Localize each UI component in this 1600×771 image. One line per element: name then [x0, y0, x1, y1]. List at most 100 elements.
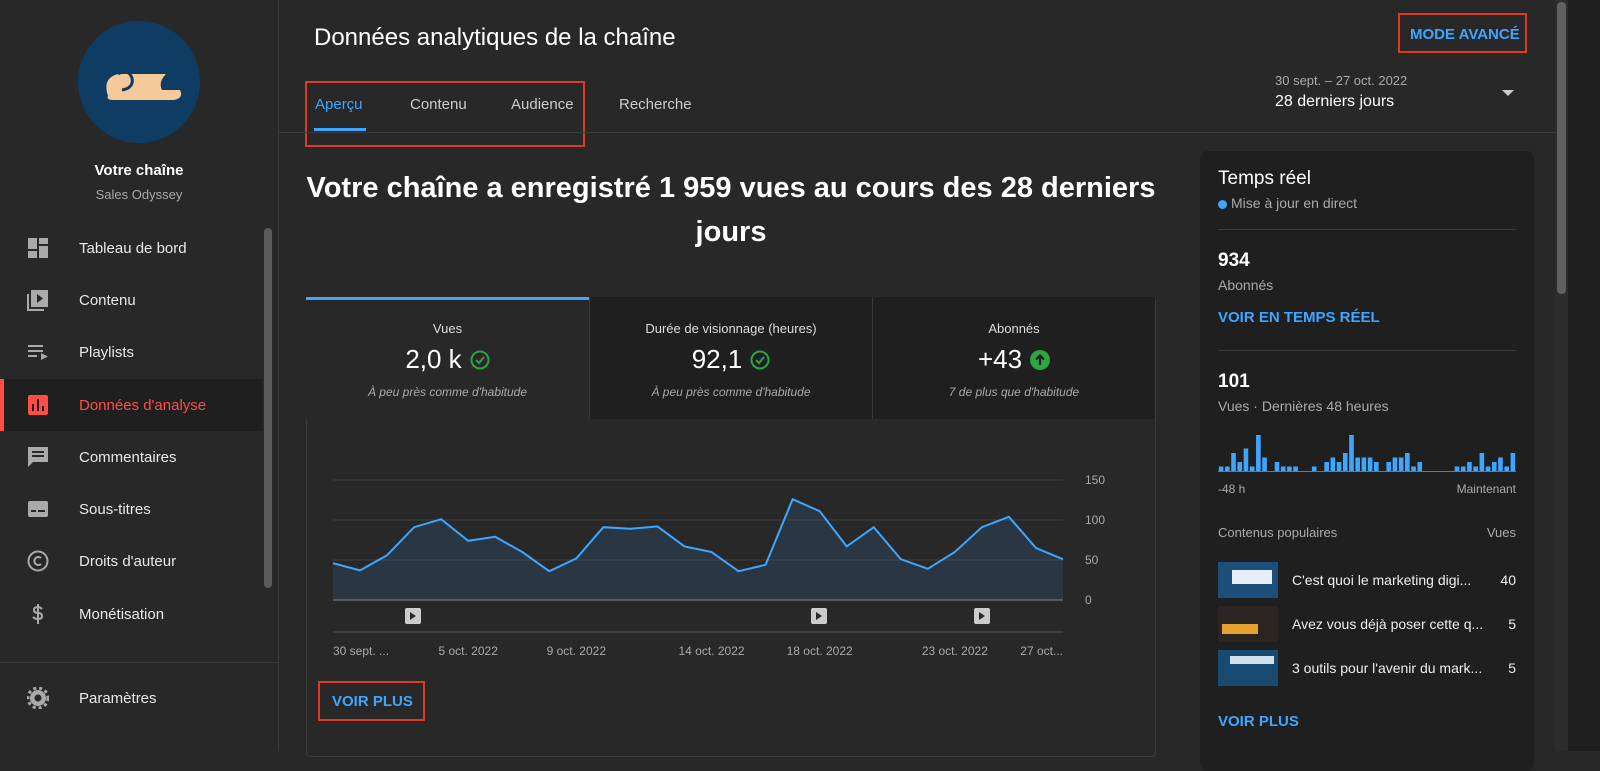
tab-underline [314, 128, 366, 131]
metric-label: Abonnés [988, 321, 1040, 336]
live-dot [1218, 200, 1227, 209]
thumbnail [1218, 606, 1278, 642]
scrollbar-thumb[interactable] [1557, 2, 1566, 294]
nav-item[interactable]: Contenu [0, 274, 262, 326]
bar [1218, 466, 1224, 471]
live-label: Mise à jour en direct [1231, 195, 1358, 211]
thumbnail [1218, 562, 1278, 598]
popular-header: Contenus populaires [1218, 525, 1338, 540]
bar [1330, 457, 1336, 471]
bar [1293, 466, 1298, 471]
bar [1355, 457, 1360, 471]
realtime-title: Temps réel [1218, 168, 1311, 189]
nav-item[interactable]: Commentaires [0, 431, 262, 483]
channel-avatar[interactable] [78, 21, 200, 143]
nav-label: Droits d'auteur [79, 552, 177, 570]
bar [1324, 462, 1329, 471]
x-tick-label: 23 oct. 2022 [922, 644, 988, 658]
divider [279, 132, 1555, 133]
nav-item[interactable]: Droits d'auteur [0, 535, 262, 587]
bar [1311, 466, 1317, 471]
sidebar: Votre chaîne Sales Odyssey Tableau de bo… [0, 0, 279, 751]
nav-item[interactable]: Paramètres [0, 672, 262, 724]
bar [1336, 462, 1342, 471]
metric-value: 92,1 [691, 344, 743, 374]
nav-label: Playlists [79, 343, 135, 361]
popular-item[interactable]: 3 outils pour l'avenir du mark... 5 [1218, 650, 1516, 686]
y-tick-label: 150 [1085, 473, 1105, 487]
bar [1287, 466, 1292, 471]
bar [1405, 453, 1410, 471]
bar [1473, 466, 1478, 471]
bar [1262, 457, 1267, 471]
x-end-label: Maintenant [1456, 482, 1516, 496]
date-range[interactable]: 30 sept. – 27 oct. 2022 [1275, 73, 1408, 88]
nav-icon [28, 447, 48, 467]
nav-label: Commentaires [79, 448, 177, 466]
video-marker[interactable] [811, 608, 827, 624]
nav-label: Tableau de bord [79, 239, 187, 257]
dropdown-arrow[interactable] [1502, 90, 1514, 98]
check-icon [470, 350, 490, 369]
popular-views-header: Vues [1486, 525, 1516, 540]
headline: Votre chaîne a enregistré 1 959 vues au … [306, 172, 1156, 248]
realtime-link[interactable]: VOIR EN TEMPS RÉEL [1218, 309, 1380, 326]
popular-title: C'est quoi le marketing digi... [1292, 572, 1472, 588]
channel-label: Votre chaîne [94, 162, 184, 179]
metric-label: Durée de visionnage (heures) [645, 321, 817, 336]
divider [1218, 350, 1516, 351]
bar [1479, 453, 1485, 471]
metric-tab[interactable]: Vues 2,0 k À peu près comme d'habitude [306, 297, 589, 419]
bar [1374, 462, 1379, 471]
nav-label: Contenu [79, 291, 136, 309]
bar [1491, 462, 1497, 471]
bar [1225, 466, 1230, 471]
video-marker[interactable] [974, 608, 990, 624]
advanced-mode-button[interactable]: MODE AVANCÉ [1410, 26, 1520, 43]
nav-item[interactable]: Monétisation [0, 588, 262, 640]
nav-item[interactable]: Playlists [0, 326, 262, 378]
popular-item[interactable]: C'est quoi le marketing digi... 40 [1218, 562, 1516, 598]
popular-views: 5 [1508, 660, 1516, 676]
nav-item-active[interactable]: Données d'analyse [0, 379, 262, 431]
tab[interactable]: Audience [511, 96, 574, 113]
view-label: Vues · Dernières 48 heures [1218, 398, 1389, 414]
bar [1398, 457, 1404, 471]
metric-tab[interactable]: Abonnés +43 7 de plus que d'habitude [872, 297, 1155, 419]
x-start-label: -48 h [1218, 482, 1246, 496]
divider [1218, 229, 1516, 230]
video-marker[interactable] [405, 608, 421, 624]
subscriber-label: Abonnés [1218, 277, 1274, 293]
x-tick-label: 14 oct. 2022 [678, 644, 744, 658]
y-tick-label: 0 [1085, 593, 1092, 607]
nav-icon [28, 395, 48, 415]
period[interactable]: 28 derniers jours [1275, 93, 1395, 110]
tab[interactable]: Recherche [619, 96, 692, 113]
x-tick-label: 18 oct. 2022 [787, 644, 853, 658]
nav-item[interactable]: Sous-titres [0, 483, 262, 535]
see-more-button[interactable]: VOIR PLUS [1218, 713, 1299, 730]
highlight-box [305, 81, 585, 147]
bar [1411, 466, 1416, 471]
metric-note: 7 de plus que d'habitude [948, 385, 1080, 399]
bar [1274, 462, 1280, 471]
tab[interactable]: Contenu [410, 96, 467, 113]
metric-tab[interactable]: Durée de visionnage (heures) 92,1 À peu … [589, 297, 872, 419]
see-more-button[interactable]: VOIR PLUS [332, 693, 413, 710]
page-title: Données analytiques de la chaîne [314, 24, 676, 51]
window-edge [1568, 0, 1600, 751]
popular-item[interactable]: Avez vous déjà poser cette q... 5 [1218, 606, 1516, 642]
nav-icon [27, 290, 48, 311]
realtime-chart [1218, 435, 1516, 472]
bar [1237, 462, 1243, 471]
highlight-box [1398, 13, 1527, 53]
tab-active[interactable]: Aperçu [315, 96, 363, 113]
sidebar-scrollbar[interactable] [264, 228, 272, 588]
bar [1243, 448, 1249, 471]
metric-note: À peu près comme d'habitude [651, 385, 811, 399]
highlight-box [318, 681, 425, 721]
divider [0, 662, 278, 663]
popular-views: 5 [1508, 616, 1516, 632]
nav-item[interactable]: Tableau de bord [0, 222, 262, 274]
bar [1231, 453, 1236, 471]
